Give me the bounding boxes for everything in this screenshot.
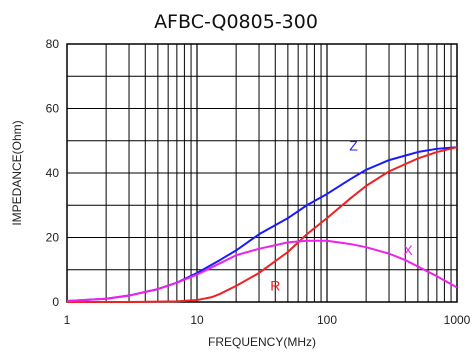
y-tick-label: 40 — [46, 166, 60, 180]
x-tick-label: 10 — [190, 313, 204, 327]
series-line-z — [66, 146, 458, 303]
y-axis-label: IMPEDANCE(Ohm) — [10, 120, 24, 225]
x-axis-label: FREQUENCY(MHz) — [208, 335, 316, 349]
x-tick-label: 100 — [317, 313, 337, 327]
y-tick-label: 80 — [46, 37, 60, 51]
series-label-x: X — [403, 242, 413, 258]
y-tick-label: 20 — [46, 231, 60, 245]
y-tick-label: 60 — [46, 102, 60, 116]
series-labels: Z R X — [270, 137, 413, 293]
series-label-r: R — [270, 278, 280, 294]
series-label-z: Z — [349, 137, 358, 153]
x-tick-label: 1000 — [444, 313, 471, 327]
plot-frame — [66, 43, 458, 303]
x-tick-label: 1 — [64, 313, 71, 327]
series-layer — [66, 146, 458, 303]
series-line-x — [66, 239, 458, 303]
y-tick-label: 0 — [52, 295, 59, 309]
series-line-r — [67, 146, 458, 303]
grid — [67, 44, 457, 302]
tick-labels: 1 10 100 1000 0 20 40 60 80 — [46, 37, 471, 327]
chart-title: AFBC-Q0805-300 — [154, 11, 318, 33]
